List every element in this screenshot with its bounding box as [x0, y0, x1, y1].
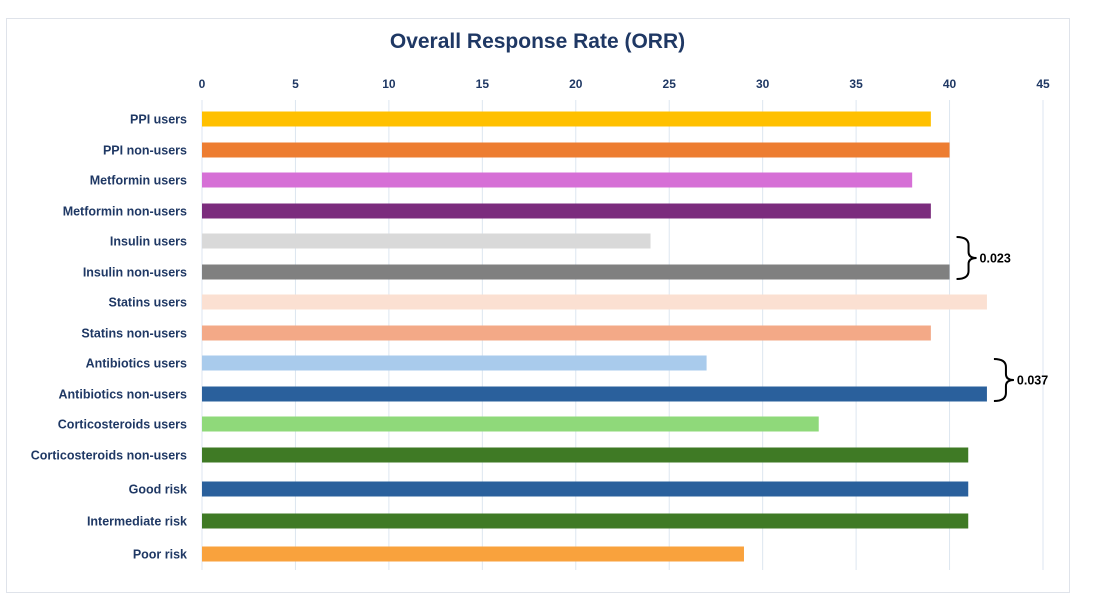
- bar: [202, 481, 969, 497]
- bar: [202, 325, 931, 341]
- bar: [202, 416, 819, 432]
- significance-bracket: [956, 236, 977, 280]
- bar: [202, 142, 950, 158]
- category-label: Corticosteroids non-users: [31, 449, 187, 463]
- x-tick-label: 45: [1036, 77, 1050, 91]
- category-label: Insulin non-users: [83, 266, 187, 280]
- bar: [202, 233, 651, 249]
- bar: [202, 264, 950, 280]
- bar: [202, 513, 969, 529]
- category-label: Statins users: [108, 296, 187, 310]
- category-label: Antibiotics users: [86, 357, 187, 371]
- category-label: Metformin users: [90, 174, 187, 188]
- category-label: Poor risk: [133, 548, 187, 562]
- bar: [202, 386, 987, 402]
- p-value-label: 0.037: [1017, 374, 1048, 388]
- p-value-label: 0.023: [980, 252, 1011, 266]
- bar: [202, 546, 744, 562]
- x-tick-label: 25: [663, 77, 677, 91]
- bar: [202, 447, 969, 463]
- category-label: Metformin non-users: [63, 205, 187, 219]
- category-label: Good risk: [129, 483, 187, 497]
- bar: [202, 111, 931, 127]
- x-tick-label: 10: [382, 77, 396, 91]
- x-tick-label: 20: [569, 77, 583, 91]
- x-tick-label: 30: [756, 77, 770, 91]
- category-label: Statins non-users: [81, 327, 187, 341]
- category-label: Intermediate risk: [87, 515, 187, 529]
- bar: [202, 294, 987, 310]
- x-tick-label: 5: [292, 77, 299, 91]
- category-label: Antibiotics non-users: [59, 388, 188, 402]
- category-label: Insulin users: [110, 235, 187, 249]
- x-tick-label: 0: [199, 77, 206, 91]
- x-tick-label: 35: [849, 77, 863, 91]
- category-label: PPI non-users: [103, 144, 187, 158]
- bar: [202, 203, 931, 219]
- x-tick-label: 15: [476, 77, 490, 91]
- x-tick-label: 40: [943, 77, 957, 91]
- chart-title: Overall Response Rate (ORR): [389, 30, 686, 53]
- significance-bracket: [993, 358, 1014, 402]
- category-label: Corticosteroids users: [58, 418, 187, 432]
- bar: [202, 355, 707, 371]
- bar: [202, 172, 913, 188]
- category-label: PPI users: [130, 113, 187, 127]
